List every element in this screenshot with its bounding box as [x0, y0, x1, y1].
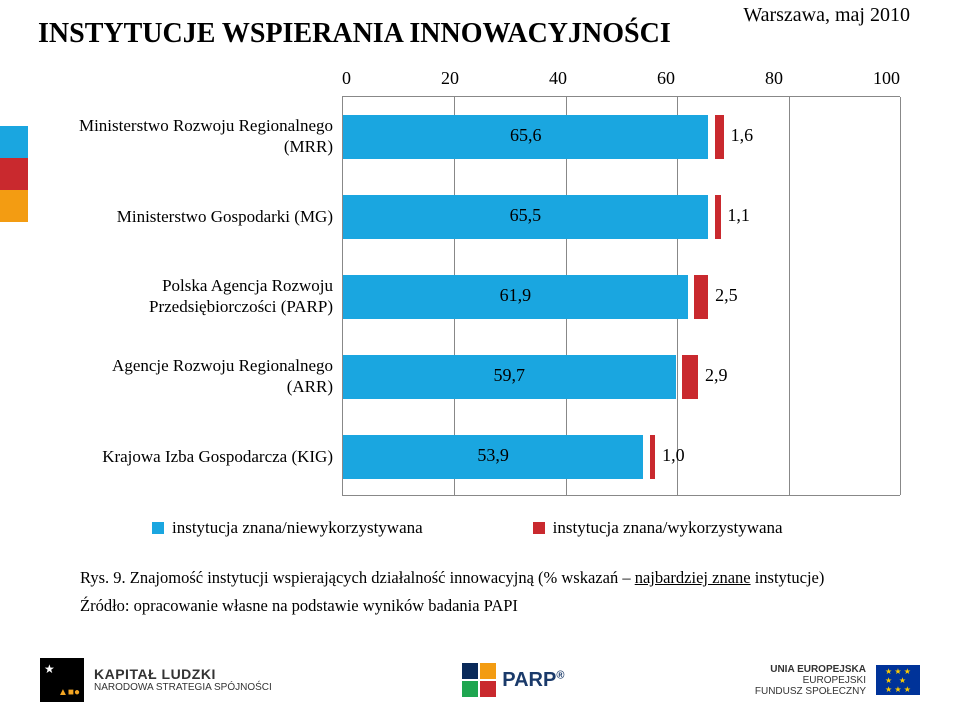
legend-label: instytucja znana/wykorzystywana [553, 518, 783, 538]
x-tick-label: 0 [342, 68, 351, 89]
value-label: 2,9 [705, 365, 728, 386]
parp-square [462, 681, 478, 697]
bar-group: 65,5 1,1 [343, 195, 900, 239]
bar-segment-known-used [715, 115, 724, 159]
decor-box [0, 158, 28, 190]
logo-eu: UNIA EUROPEJSKA EUROPEJSKI FUNDUSZ SPOŁE… [755, 664, 920, 697]
chart-row: Krajowa Izba Gospodarcza (KIG)53,91,0 [343, 417, 900, 497]
bar-segment-known-used [682, 355, 698, 399]
eu-line1: UNIA EUROPEJSKA [770, 664, 866, 675]
grid-line [900, 97, 901, 495]
x-tick-label: 20 [441, 68, 459, 89]
parp-square [480, 663, 496, 679]
bar-segment-known-used [694, 275, 708, 319]
bar-segment-known-used [715, 195, 721, 239]
value-label: 59,7 [494, 365, 526, 386]
caption-text-before: Znajomość instytucji wspierających dział… [130, 568, 635, 587]
kl-title: KAPITAŁ LUDZKI [94, 666, 216, 682]
logo-parp: PARP® [462, 663, 564, 697]
caption-line-1: Rys. 9. Znajomość instytucji wspierający… [80, 564, 824, 592]
value-label: 65,5 [510, 205, 542, 226]
footer-logos: ★ ▲■● KAPITAŁ LUDZKI NARODOWA STRATEGIA … [0, 651, 960, 715]
kl-sub: NARODOWA STRATEGIA SPÓJNOŚCI [94, 682, 272, 693]
value-label: 61,9 [500, 285, 532, 306]
kl-text: KAPITAŁ LUDZKI NARODOWA STRATEGIA SPÓJNO… [94, 667, 272, 693]
x-tick-label: 60 [657, 68, 675, 89]
legend-label: instytucja znana/niewykorzystywana [172, 518, 423, 538]
value-label: 53,9 [477, 445, 509, 466]
plot-area: Ministerstwo Rozwoju Regionalnego (MRR)6… [342, 96, 900, 496]
value-label: 1,1 [727, 205, 750, 226]
decor-box [0, 126, 28, 158]
value-label: 1,6 [731, 125, 754, 146]
bar-group: 61,9 2,5 [343, 275, 900, 319]
value-label: 65,6 [510, 125, 542, 146]
chart-row: Ministerstwo Rozwoju Regionalnego (MRR)6… [343, 97, 900, 177]
row-label: Polska Agencja Rozwoju Przedsiębiorczośc… [71, 276, 333, 317]
bar-group: 59,7 2,9 [343, 355, 900, 399]
eu-text: UNIA EUROPEJSKA EUROPEJSKI FUNDUSZ SPOŁE… [755, 664, 866, 697]
logo-kapital-ludzki: ★ ▲■● KAPITAŁ LUDZKI NARODOWA STRATEGIA … [40, 658, 272, 702]
value-label: 1,0 [662, 445, 685, 466]
caption-text-after: instytucje) [751, 568, 825, 587]
eu-line3: FUNDUSZ SPOŁECZNY [755, 686, 866, 697]
row-label: Agencje Rozwoju Regionalnego (ARR) [71, 356, 333, 397]
caption-source: Źródło: opracowanie własne na podstawie … [80, 592, 824, 620]
bar-group: 53,9 1,0 [343, 435, 900, 479]
row-label: Ministerstwo Rozwoju Regionalnego (MRR) [71, 116, 333, 157]
x-axis-labels: 0 20 40 60 80 100 [342, 68, 900, 89]
decor-box [0, 190, 28, 222]
kl-badge-icon: ★ ▲■● [40, 658, 84, 702]
x-tick-label: 80 [765, 68, 783, 89]
legend-swatch [152, 522, 164, 534]
fig-label: Rys. 9. [80, 568, 126, 587]
bar-segment-known-used [650, 435, 656, 479]
parp-text: PARP® [502, 669, 564, 692]
legend-item: instytucja znana/niewykorzystywana [152, 518, 423, 538]
eu-line2: EUROPEJSKI [803, 675, 866, 686]
chart-row: Agencje Rozwoju Regionalnego (ARR)59,72,… [343, 337, 900, 417]
chart-legend: instytucja znana/niewykorzystywana instyt… [152, 518, 783, 538]
bar-group: 65,6 1,6 [343, 115, 900, 159]
decor-color-boxes [0, 126, 28, 222]
x-tick-label: 100 [873, 68, 900, 89]
row-label: Krajowa Izba Gospodarcza (KIG) [71, 447, 333, 468]
row-label: Ministerstwo Gospodarki (MG) [71, 207, 333, 228]
date-header: Warszawa, maj 2010 [743, 4, 910, 27]
x-tick-label: 40 [549, 68, 567, 89]
chart-row: Polska Agencja Rozwoju Przedsiębiorczośc… [343, 257, 900, 337]
value-label: 2,5 [715, 285, 738, 306]
page-title: INSTYTUCJE WSPIERANIA INNOWACYJNOŚCI [38, 18, 671, 50]
caption-underlined: najbardziej znane [635, 568, 751, 587]
legend-swatch [533, 522, 545, 534]
parp-square [462, 663, 478, 679]
eu-flag-icon: ★ ★ ★★ ★★ ★ ★ [876, 665, 920, 695]
legend-item: instytucja znana/wykorzystywana [533, 518, 783, 538]
chart-row: Ministerstwo Gospodarki (MG)65,51,1 [343, 177, 900, 257]
caption: Rys. 9. Znajomość instytucji wspierający… [80, 564, 824, 620]
parp-square [480, 681, 496, 697]
